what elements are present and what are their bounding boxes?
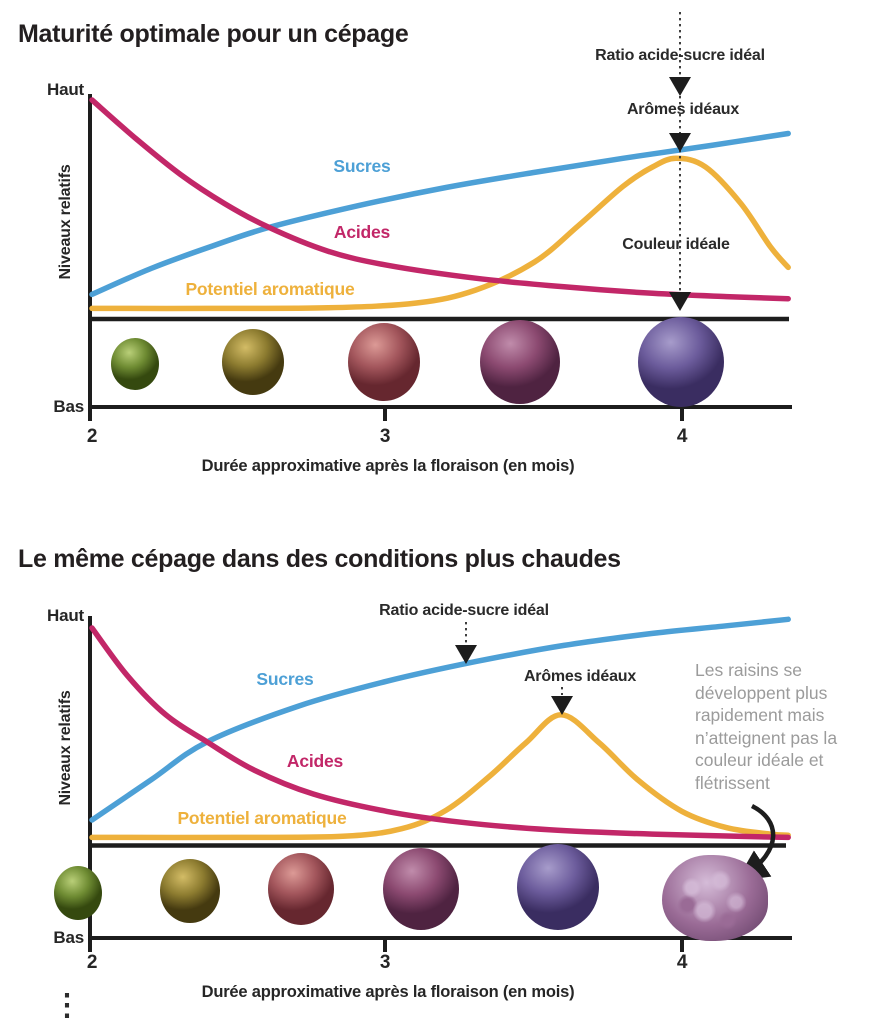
- chart1-xtick-3: 3: [379, 426, 391, 447]
- curve-potentiel-aromatique: [89, 712, 791, 841]
- chart1-grape-stage2: [222, 329, 284, 395]
- chart2-grape-withered: [662, 855, 768, 941]
- chart2-grape-stage5: [517, 844, 599, 930]
- chart2-grape-stage2: [160, 859, 220, 923]
- chart2-curves: [89, 616, 791, 841]
- chart2-annotation-ratio: Ratio acide-sucre idéal: [379, 602, 549, 619]
- curve-sucres: [89, 130, 791, 298]
- chart1-grape-stage3: [348, 323, 420, 401]
- chart1-annotation-couleur: Couleur idéale: [622, 236, 730, 253]
- chart2-xtick-4: 4: [676, 952, 688, 973]
- chart2-series-label-potentiel-aromatique: Potentiel aromatique: [177, 808, 347, 828]
- chart1-grape-stage4: [480, 320, 560, 404]
- chart2-xtick-2: 2: [86, 952, 98, 973]
- chart1-series-label-acides: Acides: [333, 222, 391, 242]
- chart2-annotation-aromes: Arômes idéaux: [523, 668, 637, 685]
- chart2-series-label-sucres: Sucres: [256, 669, 314, 689]
- chart2-title: Le même cépage dans des conditions plus …: [18, 545, 621, 573]
- chart1-title: Maturité optimale pour un cépage: [18, 20, 409, 48]
- chart1-series-label-potentiel-aromatique: Potentiel aromatique: [185, 279, 355, 299]
- chart2-series-label-acides: Acides: [286, 751, 344, 771]
- chart1-x-axis-label: Durée approximative après la floraison (…: [201, 457, 575, 475]
- chart1-arrow-down-icon: [669, 77, 691, 96]
- chart1-arrow-down-icon: [669, 292, 691, 311]
- chart1-annotation-ratio: Ratio acide-sucre idéal: [595, 47, 765, 64]
- chart2-note-text: Les raisins se développent plus rapideme…: [695, 660, 838, 793]
- chart2-arrow-down-icon: [455, 645, 477, 664]
- curve-sucres: [89, 616, 791, 823]
- chart1-annotation-aromes: Arômes idéaux: [626, 101, 740, 118]
- chart1-y-high-label: Haut: [47, 80, 84, 99]
- chart2-x-axis-label: Durée approximative après la floraison (…: [201, 983, 575, 1001]
- chart1-arrow-down-icon: [669, 133, 691, 152]
- continuation-dots: ⋮: [52, 989, 82, 1022]
- chart2-grape-stage1: [54, 866, 102, 920]
- chart2-y-low-label: Bas: [53, 928, 84, 947]
- chart1-y-low-label: Bas: [53, 397, 84, 416]
- chart1-curves: [89, 97, 791, 312]
- chart2-y-axis-label: Niveaux relatifs: [57, 690, 74, 806]
- chart1-grape-stage5: [638, 317, 724, 407]
- curve-potentiel-aromatique: [89, 155, 791, 312]
- chart2-grape-stage4: [383, 848, 459, 930]
- chart1-xtick-2: 2: [86, 426, 98, 447]
- chart1-grape-stage1: [111, 338, 159, 390]
- chart2-grape-stage3: [268, 853, 334, 925]
- curve-acides: [89, 97, 791, 302]
- chart2-withered-curved-arrow: [736, 803, 776, 881]
- chart1-xtick-4: 4: [676, 426, 688, 447]
- chart1-annotation-arrows: [669, 12, 691, 311]
- chart2-xtick-3: 3: [379, 952, 391, 973]
- chart2-arrow-down-icon: [551, 696, 573, 715]
- chart1-series-label-sucres: Sucres: [333, 156, 391, 176]
- chart2-y-high-label: Haut: [47, 606, 84, 625]
- curve-acides: [89, 625, 791, 841]
- chart1-y-axis-label: Niveaux relatifs: [57, 164, 74, 280]
- chart2-annotation-arrows: [455, 622, 776, 881]
